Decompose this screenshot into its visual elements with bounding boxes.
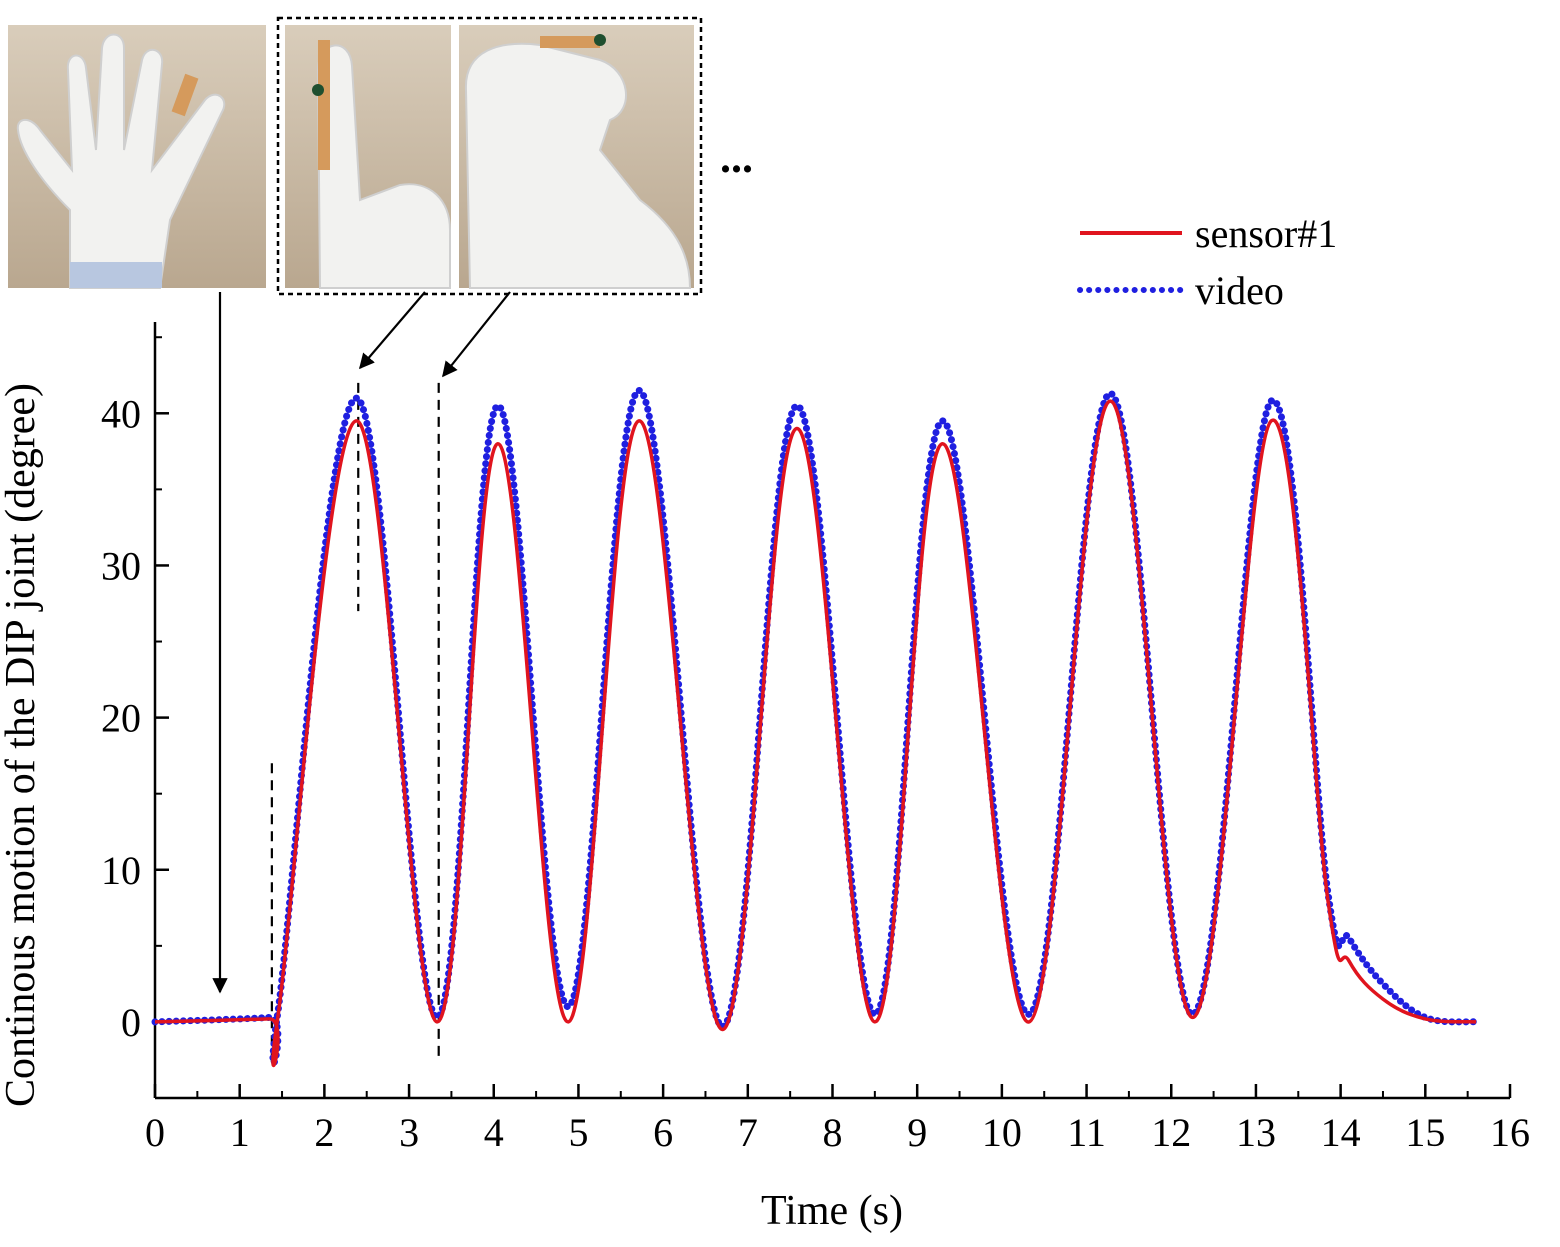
legend-label-sensor: sensor#1 xyxy=(1195,211,1337,256)
x-tick-label: 3 xyxy=(399,1110,419,1155)
x-tick-label: 10 xyxy=(982,1110,1022,1155)
series-line-sensor xyxy=(154,399,1477,1068)
legend: sensor#1 video xyxy=(1077,211,1337,313)
inset-photo-finger-bent xyxy=(459,25,694,289)
y-tick-label: 40 xyxy=(101,391,141,436)
x-tick-label: 0 xyxy=(145,1110,165,1155)
y-axis-title: Continous motion of the DIP joint (degre… xyxy=(0,383,44,1107)
ellipsis-annotation: ... xyxy=(720,133,753,182)
inset-photo-frame xyxy=(276,16,703,296)
x-tick-label: 2 xyxy=(314,1110,334,1155)
x-tick-label: 13 xyxy=(1236,1110,1276,1155)
arrow-finger-bent xyxy=(442,291,511,378)
series-layer xyxy=(151,386,1480,1068)
series-line-video xyxy=(151,386,1480,1067)
arrow-finger-extended xyxy=(358,291,426,370)
x-tick-label: 15 xyxy=(1405,1110,1445,1155)
x-tick-label: 6 xyxy=(653,1110,673,1155)
x-tick-label: 14 xyxy=(1321,1110,1361,1155)
y-tick-label: 0 xyxy=(121,1000,141,1045)
x-axis-ticks: 0 1 2 3 4 5 6 7 8 9 10 11 12 13 14 15 16 xyxy=(145,1084,1530,1155)
inset-photo-finger-extended xyxy=(285,25,451,289)
inset-photo-open-hand xyxy=(8,25,266,289)
x-tick-label: 1 xyxy=(230,1110,250,1155)
x-tick-label: 8 xyxy=(823,1110,843,1155)
annotation-arrows xyxy=(212,291,511,994)
y-tick-label: 20 xyxy=(101,696,141,741)
x-tick-label: 4 xyxy=(484,1110,504,1155)
x-tick-label: 12 xyxy=(1151,1110,1191,1155)
x-axis-title: Time (s) xyxy=(761,1188,903,1234)
y-tick-label: 10 xyxy=(101,848,141,893)
x-tick-label: 16 xyxy=(1490,1110,1530,1155)
x-tick-label: 11 xyxy=(1067,1110,1106,1155)
legend-label-video: video xyxy=(1195,268,1284,313)
y-tick-label: 30 xyxy=(101,543,141,588)
y-axis-ticks: 0 10 20 30 40 xyxy=(101,336,169,1099)
dashed-markers xyxy=(270,382,440,1068)
x-tick-label: 7 xyxy=(738,1110,758,1155)
x-tick-label: 9 xyxy=(907,1110,927,1155)
x-tick-label: 5 xyxy=(568,1110,588,1155)
